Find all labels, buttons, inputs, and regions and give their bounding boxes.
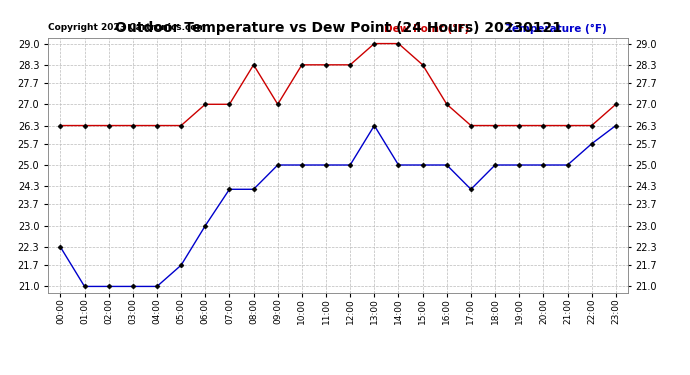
Text: Copyright 2023 Cartronics.com: Copyright 2023 Cartronics.com [48,24,206,33]
Text: Temperature (°F): Temperature (°F) [506,24,607,33]
Title: Outdoor Temperature vs Dew Point (24 Hours) 20230121: Outdoor Temperature vs Dew Point (24 Hou… [115,21,562,35]
Text: Dew Point (°F): Dew Point (°F) [384,24,470,33]
